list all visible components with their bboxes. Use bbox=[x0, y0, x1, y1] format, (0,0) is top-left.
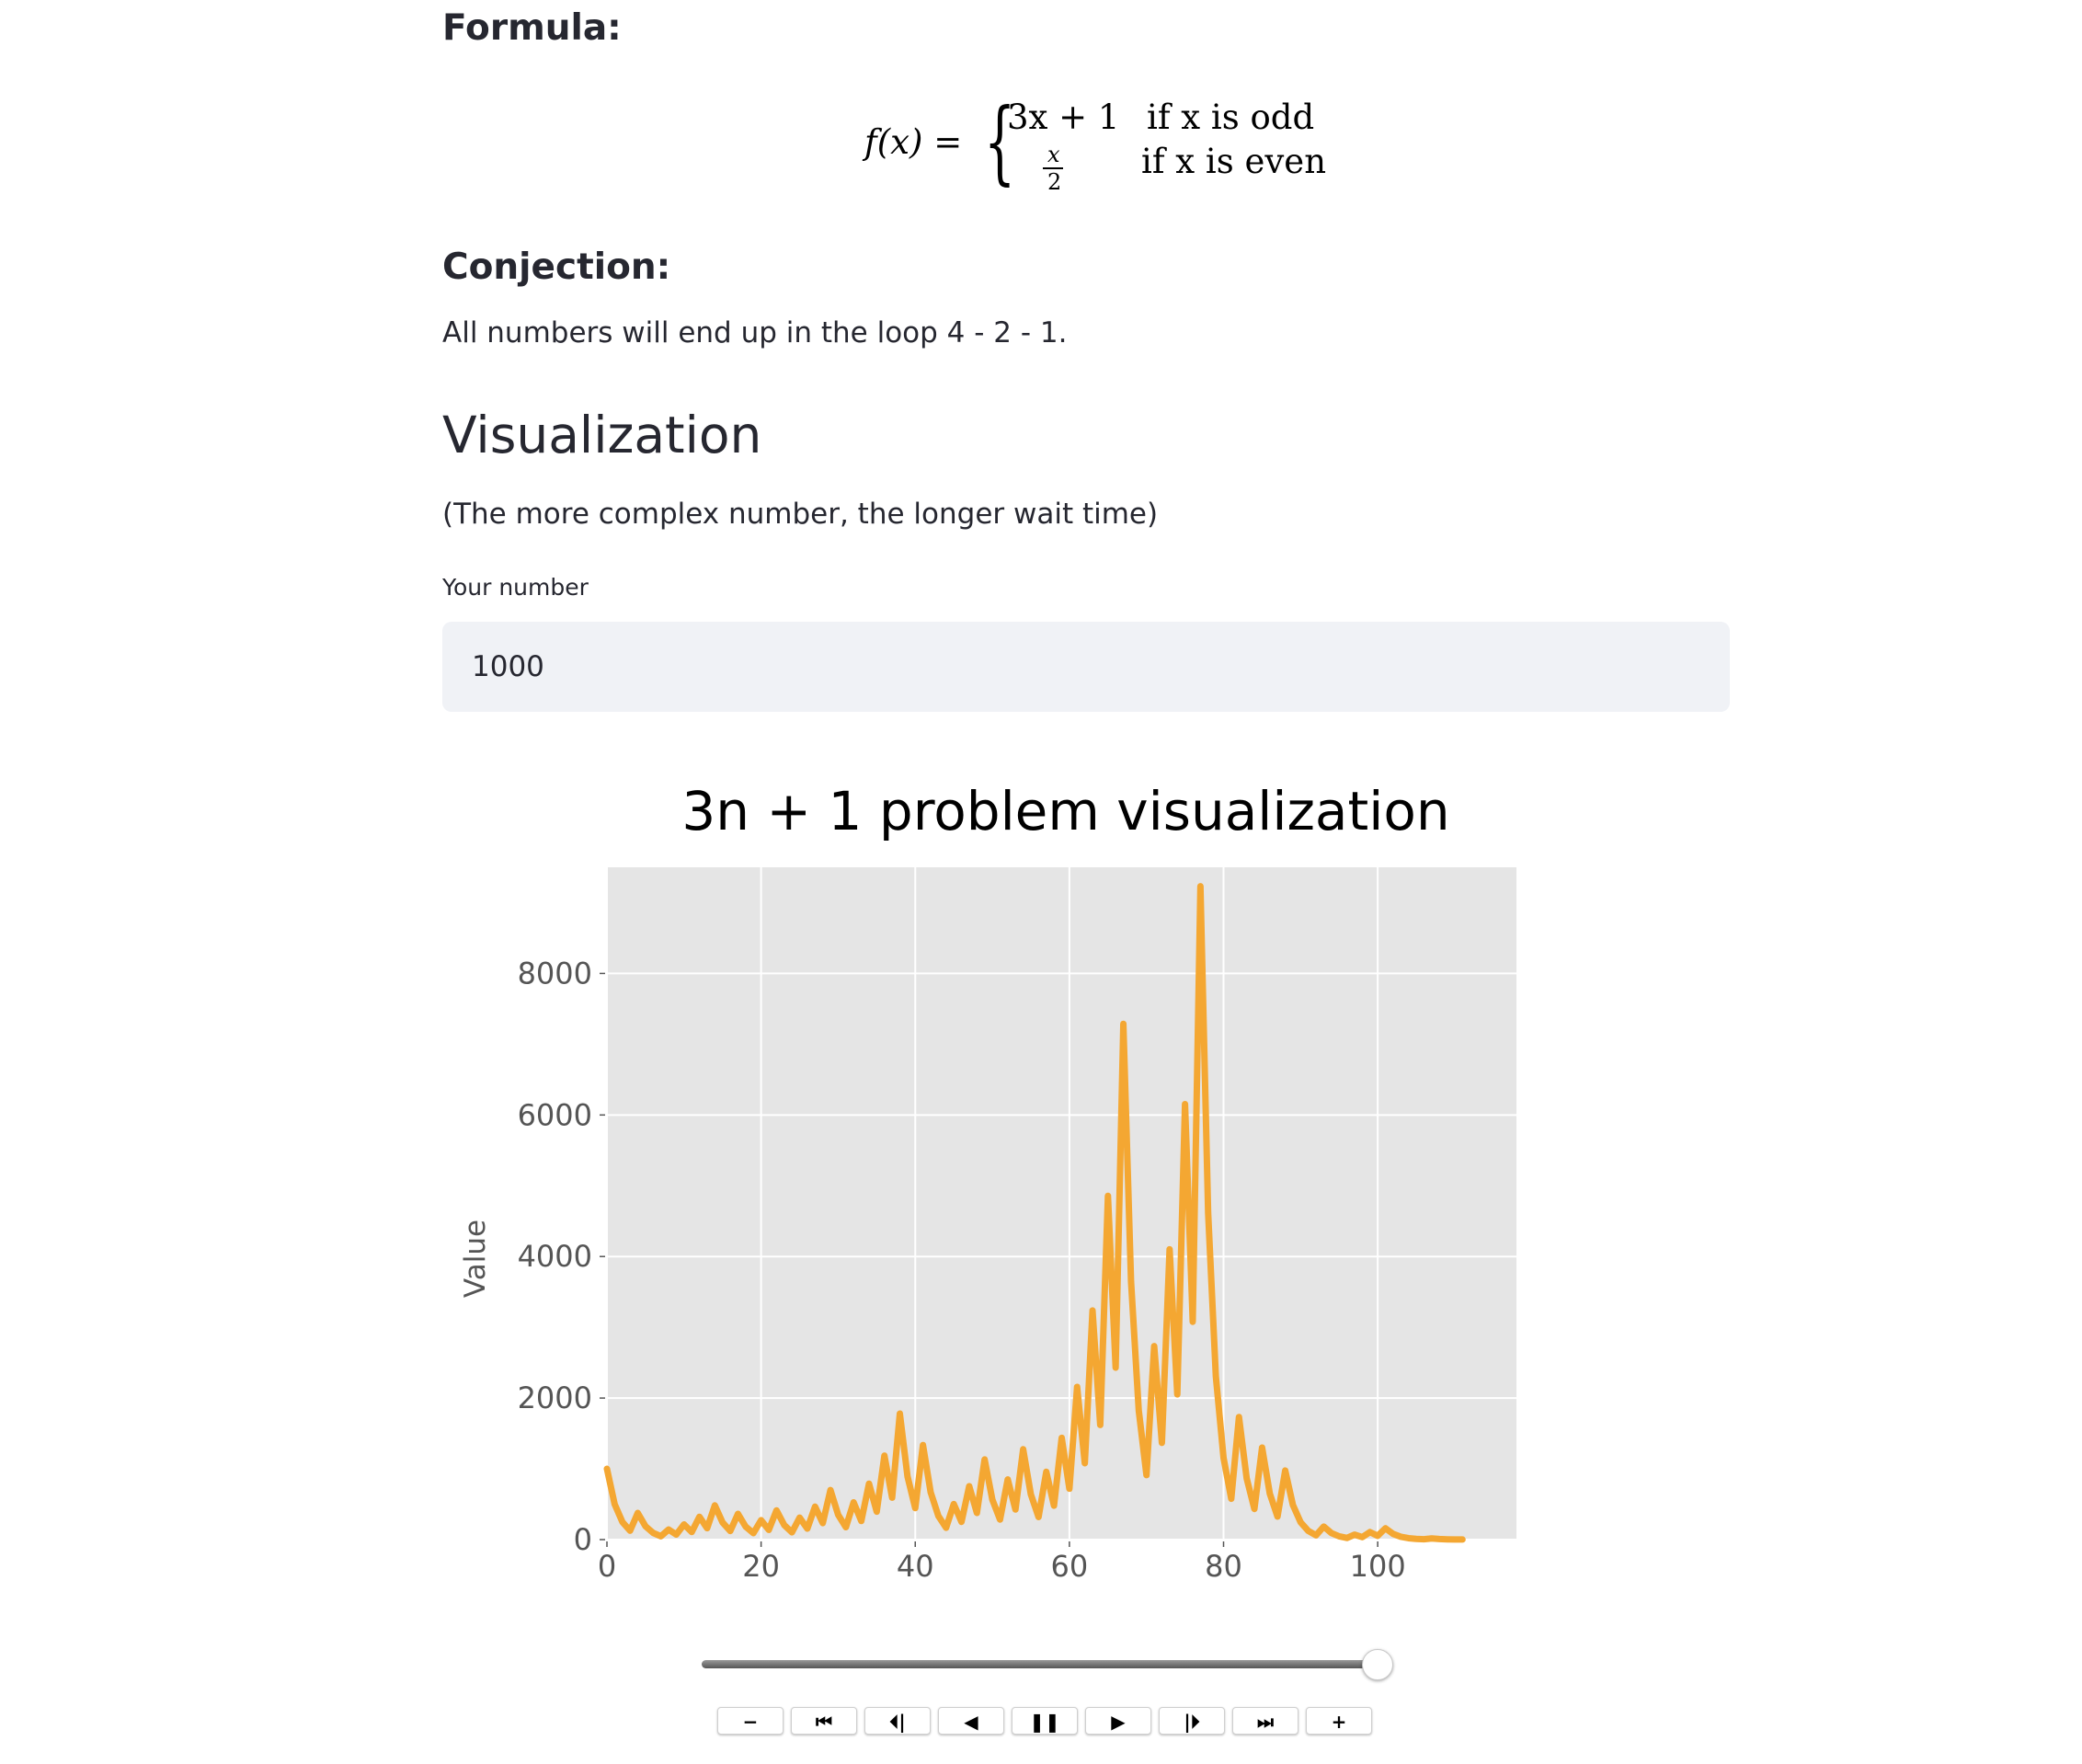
y-tick-label: 0 bbox=[574, 1522, 592, 1557]
formula-case-even-numerator: x bbox=[1047, 142, 1060, 167]
series-line-0 bbox=[603, 883, 1466, 1543]
conjecture-heading: Conjection: bbox=[442, 246, 671, 288]
formula-fraction-bar bbox=[1043, 167, 1063, 169]
prev-frame-button[interactable]: ⏴| bbox=[864, 1707, 931, 1735]
x-tick-label: 40 bbox=[897, 1549, 934, 1584]
x-tick-label: 80 bbox=[1205, 1549, 1242, 1584]
formula-fx: f(x) = bbox=[864, 122, 963, 162]
first-frame-button[interactable]: ⏮ bbox=[791, 1707, 857, 1735]
formula-case-odd-condition: if x is odd bbox=[1147, 97, 1315, 137]
y-axis-label: Value bbox=[459, 1220, 492, 1298]
conjecture-text: All numbers will end up in the loop 4 - … bbox=[442, 316, 1068, 349]
next-frame-button[interactable]: |⏵ bbox=[1159, 1707, 1225, 1735]
x-axis: 0 20 40 60 80 100 bbox=[598, 1541, 1406, 1584]
x-tick-label: 20 bbox=[742, 1549, 780, 1584]
number-input[interactable] bbox=[442, 622, 1730, 712]
pause-button[interactable]: ❚❚ bbox=[1012, 1707, 1078, 1735]
slider-thumb[interactable] bbox=[1362, 1649, 1393, 1680]
collatz-formula: f(x) = { 3x + 1 x 2 if x is odd if x is … bbox=[864, 92, 1343, 202]
slider-track bbox=[702, 1660, 1382, 1668]
wait-time-note: (The more complex number, the longer wai… bbox=[442, 498, 1159, 531]
formula-case-even-condition: if x is even bbox=[1141, 142, 1327, 181]
decrease-speed-button[interactable]: − bbox=[717, 1707, 784, 1735]
y-tick-label: 6000 bbox=[518, 1097, 592, 1132]
plot-area bbox=[607, 867, 1516, 1540]
formula-case-even-denominator: 2 bbox=[1047, 169, 1062, 195]
play-button[interactable]: ▶ bbox=[1085, 1707, 1151, 1735]
formula-heading: Formula: bbox=[442, 7, 622, 49]
y-axis: 0 2000 4000 6000 8000 bbox=[518, 956, 605, 1557]
x-tick-label: 0 bbox=[598, 1549, 616, 1584]
visualization-heading: Visualization bbox=[442, 406, 762, 464]
chart-series bbox=[603, 883, 1466, 1543]
increase-speed-button[interactable]: + bbox=[1306, 1707, 1372, 1735]
formula-brace: { bbox=[984, 90, 1016, 195]
x-tick-label: 100 bbox=[1350, 1549, 1406, 1584]
chart-grid bbox=[606, 867, 1516, 1541]
play-reverse-button[interactable]: ◀ bbox=[938, 1707, 1004, 1735]
y-tick-label: 4000 bbox=[518, 1239, 592, 1274]
chart-title: 3n + 1 problem visualization bbox=[681, 782, 1449, 842]
number-input-label: Your number bbox=[442, 574, 589, 601]
y-tick-label: 8000 bbox=[518, 956, 592, 991]
x-tick-label: 60 bbox=[1051, 1549, 1089, 1584]
last-frame-button[interactable]: ⏭ bbox=[1232, 1707, 1298, 1735]
y-tick-label: 2000 bbox=[518, 1380, 592, 1415]
collatz-chart: 3n + 1 problem visualization 0 2000 4000 60… bbox=[459, 782, 1516, 1584]
frame-slider[interactable] bbox=[702, 1649, 1393, 1680]
formula-case-odd-expr: 3x + 1 bbox=[1007, 97, 1120, 137]
